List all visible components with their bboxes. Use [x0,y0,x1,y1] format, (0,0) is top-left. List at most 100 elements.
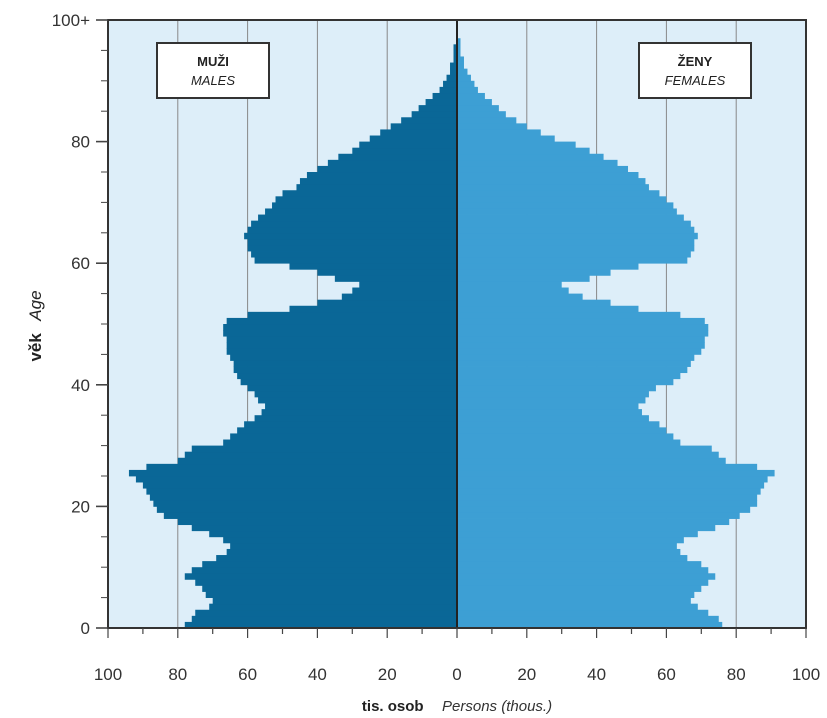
female-bar-age-42 [457,366,688,374]
female-bar-age-37 [457,396,646,404]
female-bar-age-0 [457,621,723,629]
female-bar-age-74 [457,172,639,179]
male-bar-age-83 [401,117,457,124]
x-tick-label-3: 40 [308,665,327,684]
x-tick-label-1: 80 [168,665,187,684]
male-bar-age-43 [233,360,457,367]
y-axis: 0 20 40 60 80 100+ [52,11,108,638]
female-bar-age-67 [457,214,684,222]
x-tick-label-4: 20 [378,665,397,684]
female-bar-age-83 [457,117,517,124]
female-bar-age-11 [457,555,688,562]
male-bar-age-27 [177,457,458,465]
female-bar-age-12 [457,548,681,556]
y-tick-label-80: 80 [71,133,90,152]
female-bar-age-69 [457,202,674,209]
female-bar-age-86 [457,99,492,106]
male-bar-age-19 [156,506,458,513]
female-bar-age-48 [457,330,709,337]
female-bar-age-6 [457,585,702,592]
male-bar-age-3 [209,603,457,611]
female-bar-age-77 [457,153,604,161]
male-bar-age-7 [195,579,457,586]
female-bar-age-2 [457,609,709,617]
x-axis-label-primary: tis. osob [362,698,424,715]
male-bar-age-48 [223,330,457,337]
female-bar-age-41 [457,372,681,380]
male-bar-age-36 [265,403,457,410]
male-bar-age-90 [446,74,457,82]
male-bar-age-24 [135,476,458,483]
male-bar-age-39 [247,384,457,392]
x-axis-label: tis. osob Persons (thous.) [362,698,552,715]
male-bar-age-17 [177,518,458,526]
male-bar-age-58 [317,269,457,276]
y-tick-label-100: 100+ [52,11,90,30]
male-bar-age-33 [244,421,457,428]
female-bar-age-52 [457,305,639,313]
female-bar-age-16 [457,524,716,532]
female-bar-age-22 [457,488,761,495]
male-bar-age-95 [453,44,457,51]
female-bar-age-80 [457,135,555,142]
y-tick-label-20: 20 [71,497,90,516]
male-bar-age-31 [230,433,457,440]
female-bar-age-1 [457,615,719,623]
female-bar-age-59 [457,263,639,270]
female-bar-age-21 [457,494,758,501]
male-bar-age-44 [230,354,457,361]
x-tick-label-5: 0 [452,665,461,684]
female-bar-age-62 [457,244,695,252]
male-bar-age-40 [240,378,457,386]
x-tick-label-6: 20 [517,665,536,684]
male-bar-age-15 [209,530,457,538]
male-bar-age-34 [254,415,457,422]
female-bar-age-61 [457,251,691,258]
female-bar-age-75 [457,165,629,173]
male-bar-age-75 [317,165,457,173]
female-bar-age-35 [457,409,642,416]
bars [128,38,775,629]
male-bar-age-28 [184,451,457,459]
female-bar-age-13 [457,542,677,550]
female-bar-age-50 [457,317,705,325]
female-bar-age-18 [457,512,740,519]
male-bar-age-54 [341,293,457,301]
female-bar-age-57 [457,275,590,282]
male-bar-age-56 [359,281,457,288]
female-bar-age-10 [457,561,702,568]
legend-females-secondary: FEMALES [665,73,726,88]
male-bar-age-37 [258,396,457,404]
male-bar-age-11 [216,555,457,562]
x-tick-label-8: 60 [657,665,676,684]
female-bar-age-56 [457,281,562,288]
female-bar-age-73 [457,178,646,185]
male-bar-age-55 [352,287,457,294]
female-bar-age-32 [457,427,667,434]
female-bar-age-87 [457,92,485,100]
female-bar-age-76 [457,159,618,167]
female-bar-age-58 [457,269,611,276]
female-bar-age-43 [457,360,691,367]
male-bar-age-89 [443,80,457,88]
male-bar-age-70 [275,196,457,203]
female-bar-age-20 [457,500,758,507]
female-bar-age-36 [457,403,639,410]
male-bar-age-63 [247,238,457,246]
female-bar-age-95 [457,44,461,51]
male-bar-age-61 [251,251,457,258]
male-bar-age-86 [425,99,457,106]
male-bar-age-26 [146,463,457,471]
female-bar-age-94 [457,50,461,57]
male-bar-age-0 [184,621,457,629]
female-bar-age-91 [457,68,468,76]
male-bar-age-42 [233,366,457,374]
female-bar-age-26 [457,463,758,471]
female-bar-age-54 [457,293,583,301]
legend-females-box [638,42,752,99]
male-bar-age-1 [191,615,457,623]
male-bar-age-68 [265,208,457,215]
male-bar-age-65 [247,226,457,234]
female-bar-age-29 [457,445,712,453]
female-bar-age-78 [457,147,590,155]
